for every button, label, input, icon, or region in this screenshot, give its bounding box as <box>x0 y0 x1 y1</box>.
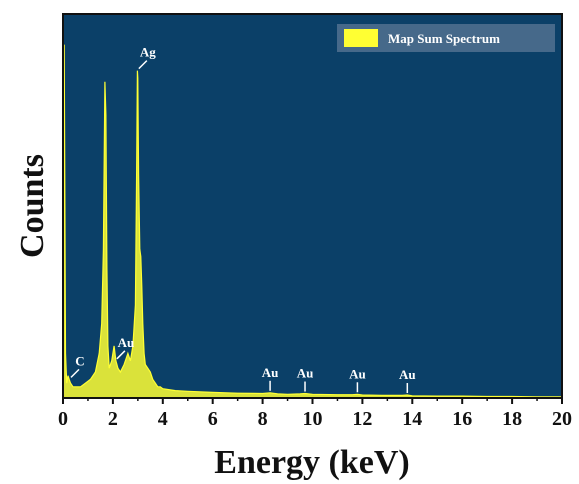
x-tick-label: 4 <box>158 408 168 430</box>
spectrum-fill <box>63 44 562 398</box>
peak-label-c: C <box>75 353 84 368</box>
peak-annotations: Ag C Au Au Au Au Au <box>70 45 416 394</box>
legend-swatch <box>344 29 378 47</box>
peak-marker-line <box>70 368 80 378</box>
peak-label-au: Au <box>262 365 279 380</box>
x-tick-label: 12 <box>352 408 372 430</box>
y-axis-title: Counts <box>14 154 51 258</box>
peak-marker-line <box>138 60 148 70</box>
peak-label-au: Au <box>297 366 314 381</box>
x-tick-label: 10 <box>303 408 323 430</box>
peak-label-au: Au <box>349 366 366 381</box>
x-tick-label: 18 <box>502 408 522 430</box>
x-tick-label: 2 <box>108 408 118 430</box>
x-axis: 0 2 4 6 8 10 12 14 16 18 20 <box>58 398 572 430</box>
peak-label-ag: Ag <box>140 45 156 60</box>
x-axis-title: Energy (keV) <box>214 444 409 481</box>
x-tick-label: 0 <box>58 408 68 430</box>
legend: Map Sum Spectrum <box>337 24 555 52</box>
spectrum-series-line <box>62 44 562 398</box>
x-tick-label: 20 <box>552 408 572 430</box>
peak-label-au: Au <box>399 367 416 382</box>
plot-background <box>63 14 562 398</box>
peak-label-au: Au <box>118 335 135 350</box>
x-tick-label: 14 <box>402 408 422 430</box>
x-tick-label: 16 <box>452 408 472 430</box>
x-tick-label: 8 <box>258 408 268 430</box>
legend-label: Map Sum Spectrum <box>388 31 500 46</box>
x-tick-label: 6 <box>208 408 218 430</box>
peak-marker-line <box>116 350 126 360</box>
